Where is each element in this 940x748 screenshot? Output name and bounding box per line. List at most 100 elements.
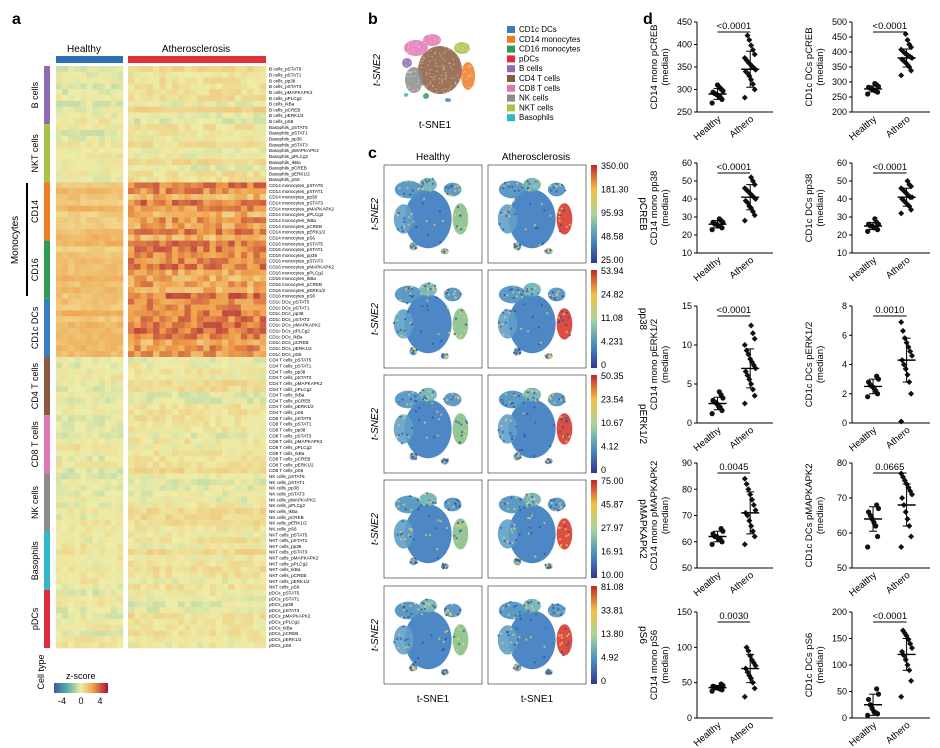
heatmap-cell: [98, 106, 106, 113]
heatmap-cell: [116, 444, 124, 451]
heatmap-cell: [159, 624, 166, 631]
heatmap-cell: [86, 100, 93, 108]
heatmap-cell: [247, 426, 254, 433]
zscore-tick: -4: [58, 696, 66, 706]
heatmap-cell: [222, 566, 229, 573]
celltype-bar-baso: [44, 531, 50, 590]
heatmap-cell: [92, 473, 99, 480]
heatmap-cell: [259, 304, 267, 311]
heatmap-cell: [190, 263, 198, 270]
heatmap-cell: [68, 333, 75, 340]
tsne-cluster-dot: [425, 87, 428, 89]
heatmap-cell: [128, 339, 135, 346]
heatmap-row-label: CD4 T cells_pCREB: [269, 398, 310, 403]
tsne-cell-dot: [498, 324, 501, 327]
heatmap-cell: [80, 391, 87, 399]
heatmap-cell: [116, 223, 124, 230]
heatmap-cell: [197, 351, 204, 358]
heatmap-cell: [140, 327, 148, 335]
heatmap-cell: [146, 275, 154, 282]
monocytes-label: Monocytes: [10, 216, 21, 264]
heatmap-cell: [240, 444, 248, 451]
heatmap-cell: [247, 444, 254, 451]
legend-swatch: [507, 55, 515, 63]
heatmap-cell: [86, 106, 93, 113]
heatmap-cell: [203, 170, 210, 177]
tsne-cell-dot: [463, 523, 466, 526]
heatmap-cell: [62, 607, 69, 614]
tsne-cluster-dot: [430, 75, 432, 78]
heatmap-cell: [197, 263, 204, 270]
heatmap-cell: [203, 304, 210, 311]
heatmap-cell: [134, 461, 141, 468]
tsne-cell-dot: [558, 538, 562, 541]
heatmap-row-label: NKT cells_pS6: [269, 585, 300, 590]
heatmap-cell: [184, 409, 192, 416]
heatmap-cell: [240, 327, 248, 335]
heatmap-cell: [171, 450, 179, 457]
heatmap-cell: [146, 164, 154, 172]
heatmap-cell: [197, 490, 204, 497]
tsne-cell-dot: [552, 392, 555, 395]
heatmap-cell: [247, 485, 254, 492]
heatmap-cell: [159, 374, 166, 381]
heatmap-cell: [153, 444, 160, 451]
tsne-cell-dot: [420, 286, 424, 289]
heatmap-cell: [228, 607, 235, 614]
heatmap-cell: [74, 397, 81, 404]
heatmap-cell: [98, 205, 106, 212]
heatmap-cell: [222, 211, 229, 218]
tsne-cell-dot: [430, 499, 434, 503]
heatmap-cell: [247, 345, 254, 352]
heatmap-cell: [228, 549, 235, 556]
tsne-cell-dot: [509, 402, 512, 405]
tsne-cluster-dot: [443, 52, 446, 55]
heatmap-cell: [165, 263, 173, 270]
heatmap-cell: [190, 89, 198, 96]
heatmap-row-label: CD1c DCs_pSTAT3: [269, 317, 310, 322]
heatmap-cell: [240, 461, 248, 468]
tsne-cluster-dot: [417, 45, 420, 48]
heatmap-cell: [98, 485, 106, 492]
heatmap-cell: [153, 135, 160, 142]
heatmap-cell: [165, 199, 173, 206]
tsne-cluster-dot: [441, 57, 443, 60]
heatmap-cell: [259, 450, 267, 457]
heatmap-cell: [203, 572, 210, 579]
tsne-cell-dot: [403, 192, 406, 195]
heatmap-cell: [259, 246, 267, 253]
heatmap-cell: [171, 170, 179, 177]
heatmap-cell: [253, 217, 261, 224]
heatmap-cell: [68, 642, 75, 649]
heatmap-cell: [178, 205, 185, 212]
heatmap-cell: [98, 100, 106, 108]
heatmap-cell: [184, 287, 192, 294]
heatmap-cell: [159, 83, 166, 90]
heatmap-cell: [240, 391, 248, 399]
tsne-cell-dot: [547, 248, 550, 252]
heatmap-cell: [253, 228, 261, 236]
heatmap-cell: [92, 624, 99, 631]
tsne-colorbar-tick: 350.00: [601, 161, 629, 171]
heatmap-cell: [98, 182, 106, 189]
heatmap-cell: [190, 496, 198, 503]
heatmap-cell: [240, 473, 248, 480]
heatmap-cell: [165, 176, 173, 183]
heatmap-cell: [86, 415, 93, 422]
heatmap-cell: [197, 560, 204, 567]
tsne-cell-dot: [415, 225, 418, 229]
tsne-cell-dot: [401, 520, 404, 523]
tsne-cell-dot: [457, 188, 461, 192]
heatmap-cell: [253, 159, 261, 166]
heatmap-cell: [228, 525, 235, 532]
tsne-cell-dot: [445, 614, 448, 617]
tsne-cluster: [394, 180, 423, 199]
heatmap-cell: [159, 543, 166, 550]
heatmap-cell: [234, 170, 242, 177]
heatmap-cell: [153, 269, 160, 276]
heatmap-cell: [222, 374, 229, 381]
tsne-cell-dot: [413, 557, 416, 560]
heatmap-cell: [140, 246, 148, 253]
heatmap-cell: [178, 613, 185, 620]
heatmap-cell: [215, 322, 223, 329]
